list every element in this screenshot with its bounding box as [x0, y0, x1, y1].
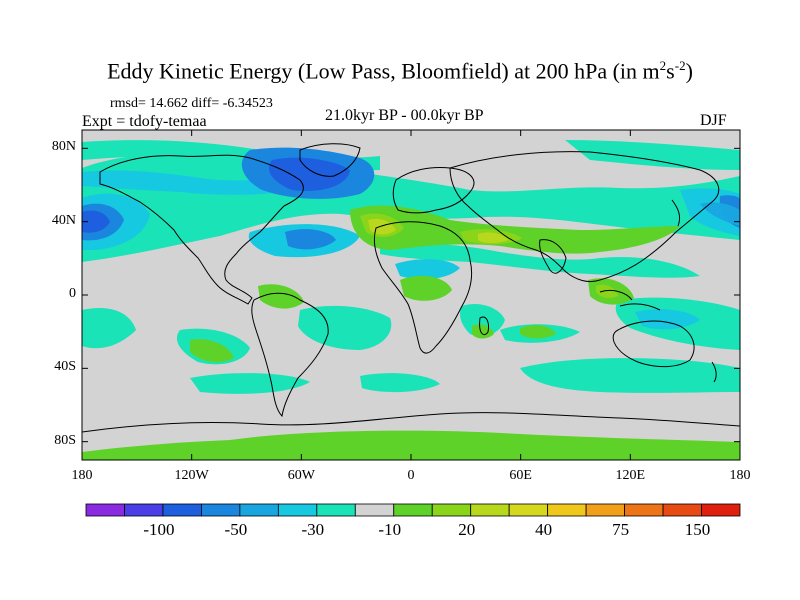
- colorbar-label: 20: [458, 520, 476, 539]
- colorbar-box: [393, 503, 433, 517]
- colorbar-box: [85, 503, 125, 517]
- colorbar-box: [124, 503, 164, 517]
- colorbar-box: [547, 503, 587, 517]
- colorbar-box: [162, 503, 202, 517]
- plot-title: Eddy Kinetic Energy (Low Pass, Bloomfiel…: [107, 58, 693, 84]
- y-tick-label: 0: [69, 286, 76, 301]
- coastlines: [82, 143, 740, 433]
- colorbar-label: 150: [684, 520, 711, 539]
- colorbar-box: [624, 503, 664, 517]
- colorbar-box: [508, 503, 549, 517]
- y-tick-label: 80S: [54, 432, 76, 448]
- colorbar-box: [585, 503, 625, 517]
- experiment-label: Expt = tdofy-temaa: [82, 113, 207, 130]
- colorbar-box: [316, 503, 356, 517]
- colorbar-box: [701, 503, 741, 517]
- colorbar-box: [277, 503, 318, 517]
- colorbar-label: -30: [301, 520, 325, 539]
- field-contours: [82, 140, 740, 460]
- colorbar-box: [239, 503, 279, 517]
- colorbar-box: [354, 503, 395, 517]
- x-tick-label: 180: [729, 468, 751, 483]
- stats-label: rmsd= 14.662 diff= -6.34523: [110, 96, 273, 111]
- colorbar-box: [470, 503, 510, 517]
- x-tick-label: 180: [71, 468, 93, 483]
- y-tick-label: 80N: [51, 139, 76, 155]
- x-tick-label: 120W: [174, 468, 209, 483]
- season-label: DJF: [700, 112, 727, 129]
- colorbar-label: -10: [378, 520, 402, 539]
- colorbar: [85, 503, 741, 517]
- y-tick-label: 40S: [54, 359, 76, 375]
- x-tick-label: 60E: [509, 468, 532, 483]
- colorbar-label: 40: [535, 520, 553, 539]
- colorbar-box: [201, 503, 241, 517]
- colorbar-box: [662, 503, 702, 517]
- period-label: 21.0kyr BP - 00.0kyr BP: [325, 107, 484, 124]
- axis-ticks: [81, 130, 741, 460]
- colorbar-box: [431, 503, 472, 517]
- colorbar-label: -100: [143, 520, 175, 539]
- x-tick-label: 120E: [615, 468, 646, 483]
- y-tick-label: 40N: [51, 212, 76, 228]
- x-tick-label: 60W: [287, 468, 315, 483]
- x-tick-label: 0: [407, 468, 415, 483]
- colorbar-label: -50: [224, 520, 248, 539]
- colorbar-label: 75: [612, 520, 630, 539]
